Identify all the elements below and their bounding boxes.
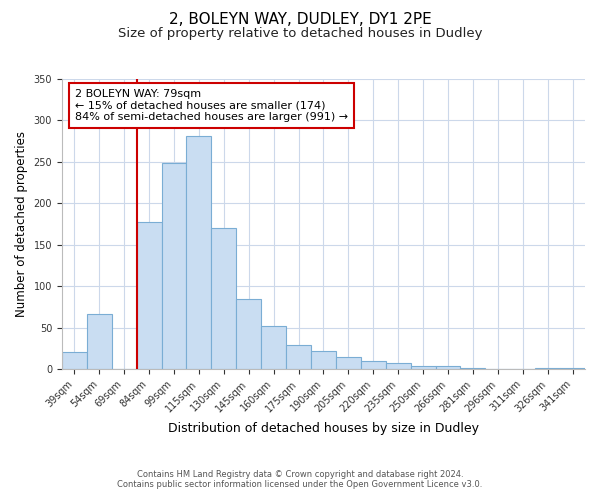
Text: 2 BOLEYN WAY: 79sqm
← 15% of detached houses are smaller (174)
84% of semi-detac: 2 BOLEYN WAY: 79sqm ← 15% of detached ho… bbox=[75, 89, 348, 122]
Bar bbox=[62, 352, 87, 369]
Bar bbox=[161, 162, 187, 369]
Text: 2, BOLEYN WAY, DUDLEY, DY1 2PE: 2, BOLEYN WAY, DUDLEY, DY1 2PE bbox=[169, 12, 431, 28]
Bar bbox=[410, 366, 436, 369]
Bar bbox=[236, 298, 261, 369]
Text: Contains HM Land Registry data © Crown copyright and database right 2024.
Contai: Contains HM Land Registry data © Crown c… bbox=[118, 470, 482, 489]
Bar bbox=[460, 368, 485, 369]
Bar bbox=[336, 356, 361, 369]
Bar bbox=[386, 363, 410, 369]
Bar bbox=[535, 368, 560, 369]
Bar bbox=[87, 314, 112, 369]
Y-axis label: Number of detached properties: Number of detached properties bbox=[15, 131, 28, 317]
Bar bbox=[211, 228, 236, 369]
Bar bbox=[187, 136, 211, 369]
Bar bbox=[261, 326, 286, 369]
Bar bbox=[137, 222, 161, 369]
Bar bbox=[361, 360, 386, 369]
Bar bbox=[436, 366, 460, 369]
Text: Size of property relative to detached houses in Dudley: Size of property relative to detached ho… bbox=[118, 28, 482, 40]
X-axis label: Distribution of detached houses by size in Dudley: Distribution of detached houses by size … bbox=[168, 422, 479, 435]
Bar bbox=[560, 368, 585, 369]
Bar bbox=[286, 345, 311, 369]
Bar bbox=[311, 351, 336, 369]
